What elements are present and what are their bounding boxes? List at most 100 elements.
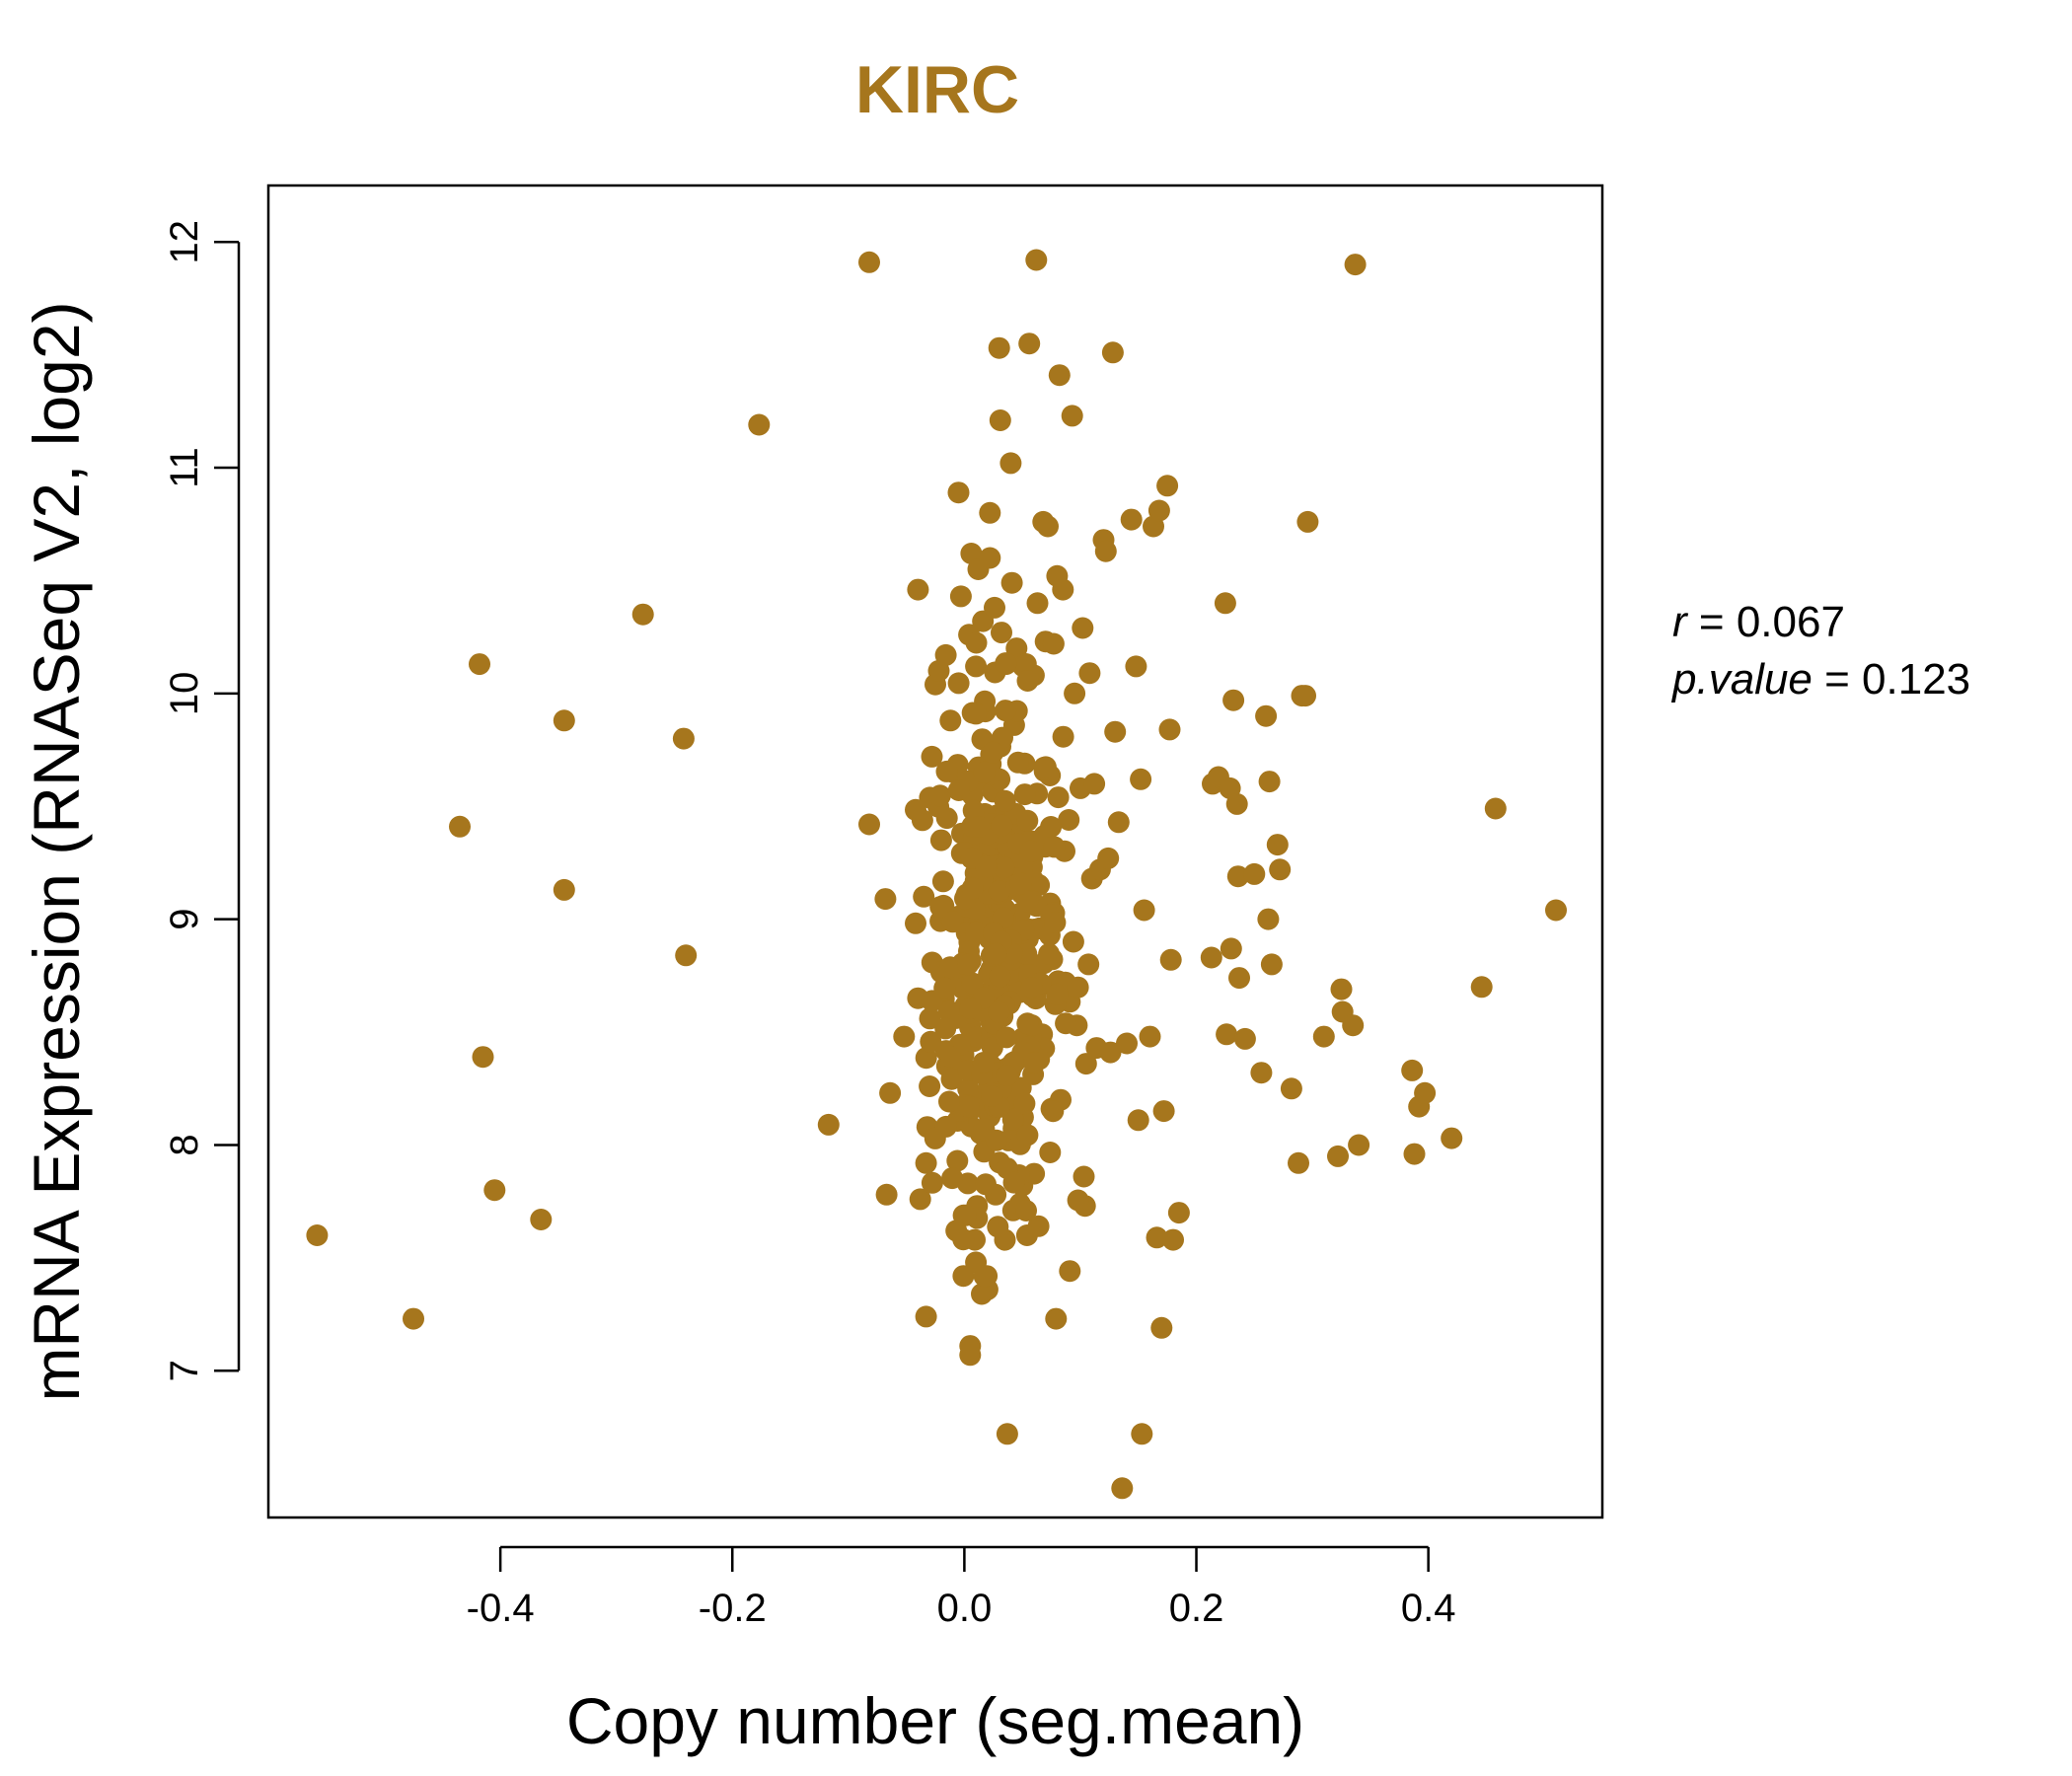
data-point xyxy=(1064,682,1086,704)
data-point xyxy=(1159,948,1182,971)
data-point xyxy=(999,452,1022,475)
data-point xyxy=(996,1423,1018,1445)
p-value-number: 0.123 xyxy=(1862,655,1970,703)
data-point xyxy=(1104,720,1127,743)
data-point xyxy=(934,1017,957,1040)
data-point xyxy=(1258,771,1281,793)
data-point xyxy=(968,816,991,838)
data-point xyxy=(1097,847,1120,869)
data-point xyxy=(1048,364,1071,387)
data-point xyxy=(937,999,960,1022)
y-tick-label: 12 xyxy=(163,220,206,263)
data-point xyxy=(995,700,1017,722)
data-point xyxy=(1055,1012,1077,1035)
data-point xyxy=(973,761,996,783)
data-point xyxy=(988,880,1010,903)
data-point xyxy=(1116,1032,1138,1055)
data-point xyxy=(1016,1124,1039,1147)
data-point xyxy=(449,815,471,838)
data-point xyxy=(1083,773,1106,795)
x-tick-label: 0.0 xyxy=(937,1587,993,1630)
data-point xyxy=(1130,768,1152,790)
data-point xyxy=(1078,662,1101,685)
data-point xyxy=(1046,983,1069,1005)
data-point xyxy=(973,1265,996,1288)
data-point xyxy=(1016,1012,1039,1035)
x-tick-label: 0.4 xyxy=(1401,1587,1456,1630)
data-point xyxy=(913,885,935,908)
data-point xyxy=(1059,1260,1081,1283)
data-point xyxy=(1296,510,1319,533)
data-point xyxy=(1058,809,1080,831)
data-point xyxy=(1269,858,1292,881)
data-point xyxy=(748,413,771,436)
data-point xyxy=(975,1173,997,1196)
data-point xyxy=(1401,1059,1424,1081)
data-point xyxy=(1037,515,1059,538)
data-point xyxy=(1214,592,1236,615)
data-point xyxy=(1013,783,1036,806)
data-point xyxy=(1133,899,1155,922)
data-point xyxy=(1225,792,1248,815)
data-point xyxy=(972,1052,995,1073)
data-point xyxy=(931,870,954,893)
data-point xyxy=(949,585,972,608)
data-point xyxy=(920,1030,942,1053)
data-point xyxy=(1107,811,1130,834)
data-point xyxy=(993,856,1015,879)
y-tick-label: 7 xyxy=(163,1360,206,1381)
data-point xyxy=(1484,797,1507,820)
y-tick-label: 10 xyxy=(163,672,206,716)
data-point xyxy=(1062,930,1084,953)
data-point xyxy=(1111,1477,1134,1500)
data-point xyxy=(991,622,1012,644)
data-point xyxy=(1014,653,1037,675)
data-point xyxy=(940,1068,963,1090)
data-point xyxy=(1348,1134,1370,1156)
data-point xyxy=(1257,908,1280,930)
data-point xyxy=(959,1344,982,1367)
data-point xyxy=(965,655,988,678)
data-point xyxy=(973,1118,996,1141)
p-value-label: p.value xyxy=(1670,655,1813,703)
data-point xyxy=(957,953,980,976)
data-point xyxy=(1228,967,1250,990)
data-point xyxy=(1094,540,1117,562)
data-point xyxy=(1045,1307,1068,1330)
data-point xyxy=(919,1007,941,1030)
data-point xyxy=(1216,1023,1238,1046)
data-point xyxy=(1327,1145,1349,1167)
data-point xyxy=(879,1081,902,1104)
data-point xyxy=(919,1075,941,1097)
data-point xyxy=(1013,1092,1036,1115)
data-point xyxy=(1295,685,1316,707)
data-point xyxy=(1120,508,1143,531)
data-point xyxy=(947,481,970,504)
data-point xyxy=(1028,874,1051,897)
data-point xyxy=(1067,1189,1089,1212)
data-point xyxy=(1067,976,1089,999)
data-point xyxy=(1047,786,1070,809)
data-point xyxy=(1147,499,1170,522)
data-point xyxy=(553,709,575,732)
data-point xyxy=(1226,865,1249,888)
data-point xyxy=(1052,725,1074,748)
r-stat: r = 0.067 xyxy=(1672,598,1845,646)
data-point xyxy=(1038,942,1061,965)
x-tick-label: -0.2 xyxy=(699,1587,767,1630)
data-point xyxy=(979,501,1001,524)
data-point xyxy=(905,912,926,934)
x-tick-label: -0.4 xyxy=(467,1587,535,1630)
y-tick-label: 11 xyxy=(163,447,206,488)
data-point xyxy=(1043,836,1066,858)
data-point xyxy=(938,1090,960,1113)
data-point xyxy=(1019,840,1042,862)
data-point xyxy=(1018,333,1041,355)
data-point xyxy=(675,944,698,967)
data-point xyxy=(909,1188,931,1211)
data-point xyxy=(946,1149,969,1172)
data-point xyxy=(1042,1100,1065,1123)
data-point xyxy=(905,798,926,821)
data-point xyxy=(1040,816,1063,838)
